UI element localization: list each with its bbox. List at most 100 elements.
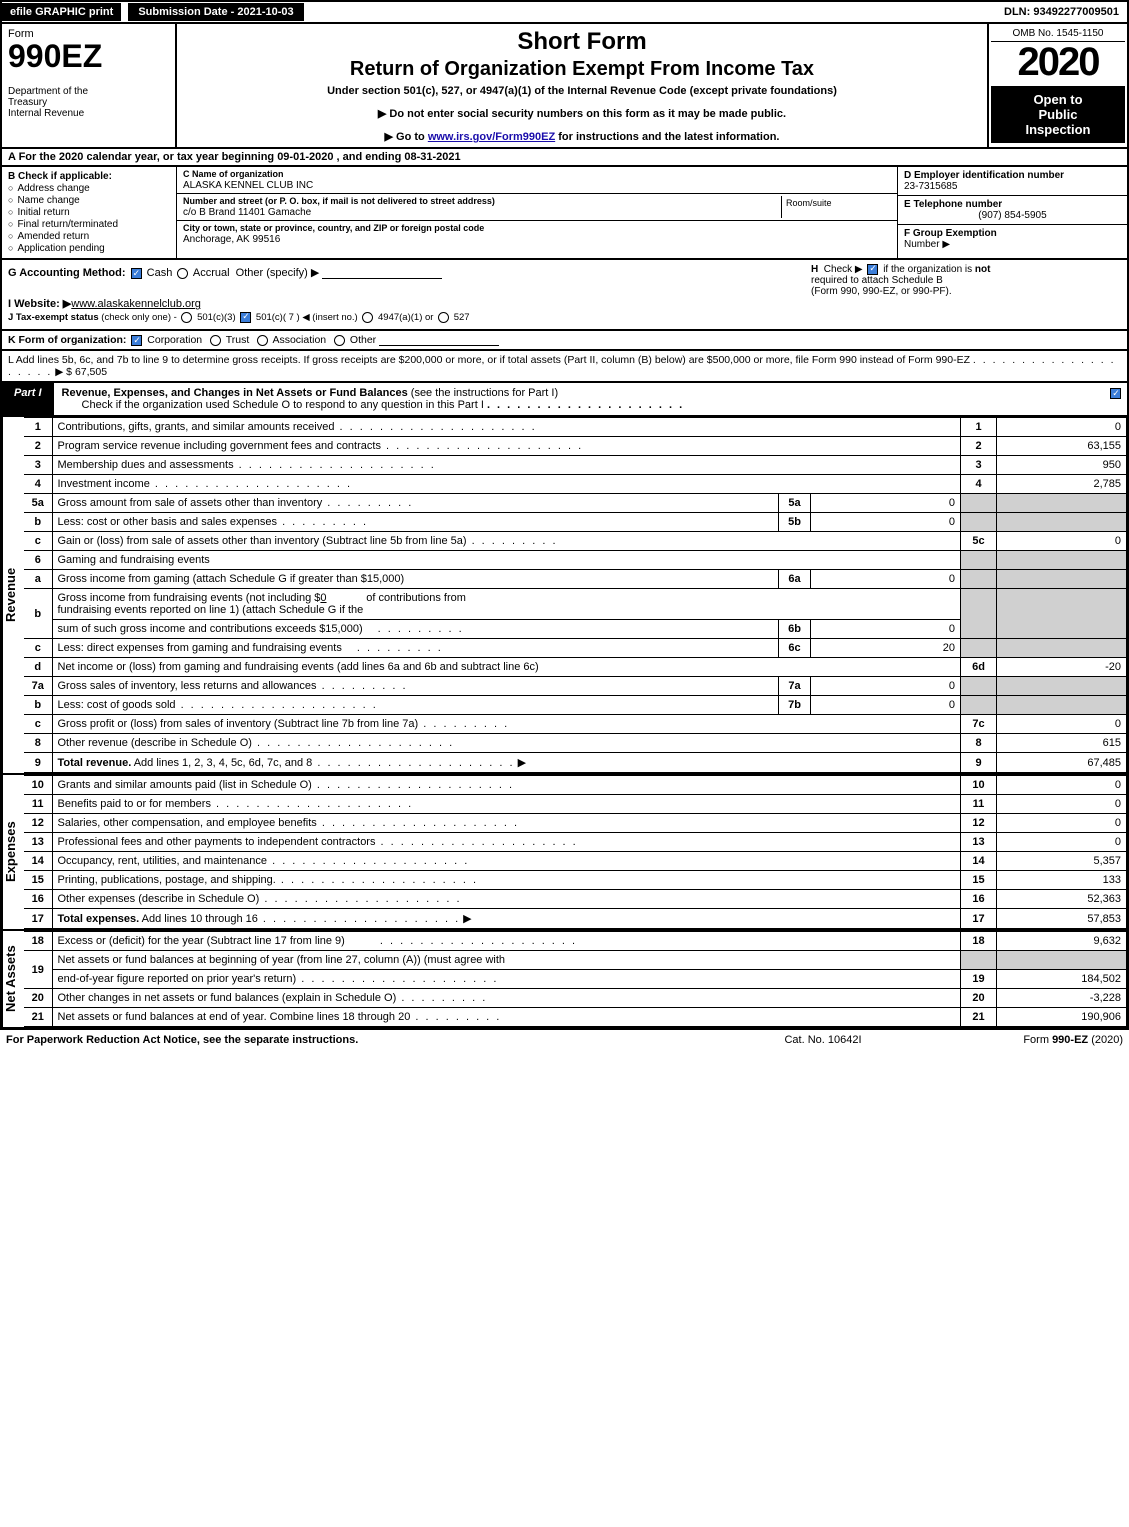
line-6a-mini: 6a (779, 570, 811, 589)
dots-icon (312, 757, 514, 769)
line-7b-minival: 0 (811, 696, 961, 715)
dots-icon (150, 478, 352, 490)
part-1-check-note: Check if the organization used Schedule … (82, 399, 484, 411)
line-7c-ref: 7c (961, 715, 997, 734)
line-9-ref: 9 (961, 753, 997, 773)
irs-link[interactable]: www.irs.gov/Form990EZ (428, 131, 555, 143)
line-5c-desc: Gain or (loss) from sale of assets other… (58, 535, 467, 547)
footer-cat-no: Cat. No. 10642I (723, 1034, 923, 1046)
dots-icon (322, 497, 413, 509)
chk-association[interactable] (257, 335, 268, 346)
section-f-number: Number ▶ (904, 239, 950, 250)
chk-527[interactable] (438, 312, 449, 323)
grey-cell (961, 551, 997, 570)
header-subtitle: Under section 501(c), 527, or 4947(a)(1)… (187, 85, 977, 97)
chk-name-change[interactable]: Name change (8, 195, 170, 206)
chk-other-org[interactable] (334, 335, 345, 346)
line-18-num: 18 (24, 932, 52, 951)
part-1-header: Part I Revenue, Expenses, and Changes in… (0, 383, 1129, 417)
line-5c-amount: 0 (997, 532, 1127, 551)
dots-icon (176, 699, 378, 711)
line-15: 15 Printing, publications, postage, and … (24, 871, 1127, 890)
line-9: 9 Total revenue. Add lines 1, 2, 3, 4, 5… (24, 753, 1127, 773)
org-name: ALASKA KENNEL CLUB INC (183, 180, 891, 191)
line-17-num: 17 (24, 909, 52, 929)
dots-icon (334, 421, 536, 433)
checkbox-column: B Check if applicable: Address change Na… (2, 167, 177, 258)
chk-accrual[interactable] (177, 268, 188, 279)
line-10-amount: 0 (997, 776, 1127, 795)
print-link[interactable]: print (89, 6, 113, 18)
opt-527: 527 (454, 312, 470, 323)
line-21-ref: 21 (961, 1008, 997, 1027)
group-exemption-cell: F Group Exemption Number ▶ (898, 225, 1127, 258)
line-18-amount: 9,632 (997, 932, 1127, 951)
chk-address-change[interactable]: Address change (8, 183, 170, 194)
line-16-desc: Other expenses (describe in Schedule O) (58, 893, 260, 905)
chk-final-return[interactable]: Final return/terminated (8, 219, 170, 230)
chk-schedule-o[interactable] (1110, 388, 1121, 399)
form-of-org-line: K Form of organization: Corporation Trus… (0, 331, 1129, 351)
line-6d-ref: 6d (961, 658, 997, 677)
g-label: G Accounting Method: (8, 267, 126, 279)
line-6b-num: b (24, 589, 52, 639)
line-8-desc: Other revenue (describe in Schedule O) (58, 737, 252, 749)
line-6b-minival: 0 (811, 620, 961, 639)
line-6b-d3: fundraising events reported on line 1) (… (58, 604, 364, 616)
other-org-blank[interactable] (379, 334, 499, 346)
chk-amended-return[interactable]: Amended return (8, 231, 170, 242)
efile-badge: efile GRAPHIC print (2, 3, 121, 21)
chk-4947[interactable] (362, 312, 373, 323)
dots-icon (252, 737, 454, 749)
accounting-method-line: G Accounting Method: Cash Accrual Other … (8, 266, 801, 279)
line-4-num: 4 (24, 475, 52, 494)
line-18: 18 Excess or (deficit) for the year (Sub… (24, 932, 1127, 951)
line-16-ref: 16 (961, 890, 997, 909)
line-16-amount: 52,363 (997, 890, 1127, 909)
line-6d-desc: Net income or (loss) from gaming and fun… (58, 661, 539, 673)
opt-501c: 501(c)( 7 ) ◀ (insert no.) (256, 312, 358, 323)
chk-initial-return[interactable]: Initial return (8, 207, 170, 218)
form-number: 990EZ (8, 40, 169, 72)
line-17-desc: Total expenses. (58, 913, 140, 925)
check-if-label: Check if applicable: (18, 171, 112, 182)
h-section: H Check ▶ if the organization is not req… (801, 264, 1121, 325)
chk-trust[interactable] (210, 335, 221, 346)
footer-right: Form 990-EZ (2020) (923, 1034, 1123, 1046)
form-header: Form 990EZ Department of the Treasury In… (0, 24, 1129, 149)
line-1-ref: 1 (961, 418, 997, 437)
other-blank[interactable] (322, 267, 442, 279)
line-7a: 7a Gross sales of inventory, less return… (24, 677, 1127, 696)
chk-corporation[interactable] (131, 335, 142, 346)
chk-501c3[interactable] (181, 312, 192, 323)
chk-501c[interactable] (240, 312, 251, 323)
dots-icon (410, 1011, 501, 1023)
line-3-desc: Membership dues and assessments (58, 459, 234, 471)
chk-schedule-b[interactable] (867, 264, 878, 275)
chk-cash[interactable] (131, 268, 142, 279)
dots-icon (467, 535, 558, 547)
line-14-num: 14 (24, 852, 52, 871)
return-title: Return of Organization Exempt From Incom… (187, 58, 977, 81)
room-suite-cell: Room/suite (781, 196, 891, 218)
line-19-ref: 19 (961, 970, 997, 989)
website-value[interactable]: www.alaskakennelclub.org (71, 298, 201, 310)
line-3: 3 Membership dues and assessments 3 950 (24, 456, 1127, 475)
line-14-desc: Occupancy, rent, utilities, and maintena… (58, 855, 268, 867)
line-7c-amount: 0 (997, 715, 1127, 734)
header-center: Short Form Return of Organization Exempt… (177, 24, 987, 147)
line-20-num: 20 (24, 989, 52, 1008)
grey-cell (961, 570, 997, 589)
chk-application-pending[interactable]: Application pending (8, 243, 170, 254)
line-7b-mini: 7b (779, 696, 811, 715)
line-14-amount: 5,357 (997, 852, 1127, 871)
section-f-label: F Group Exemption (904, 228, 997, 239)
org-address-row: Number and street (or P. O. box, if mail… (177, 194, 897, 221)
line-7a-minival: 0 (811, 677, 961, 696)
i-label: I Website: ▶ (8, 298, 71, 310)
line-5a-desc: Gross amount from sale of assets other t… (58, 497, 323, 509)
line-6b-mini: 6b (779, 620, 811, 639)
header-right: OMB No. 1545-1150 2020 Open to Public In… (987, 24, 1127, 147)
line-1-desc: Contributions, gifts, grants, and simila… (58, 421, 335, 433)
line-21-desc: Net assets or fund balances at end of ye… (58, 1011, 411, 1023)
